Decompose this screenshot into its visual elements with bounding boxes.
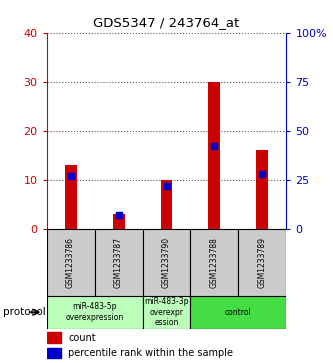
Point bbox=[164, 183, 169, 188]
Text: GSM1233787: GSM1233787 bbox=[114, 237, 123, 288]
Point bbox=[68, 173, 73, 179]
Point bbox=[116, 212, 121, 218]
Bar bbox=[190, 229, 238, 296]
Bar bbox=[208, 82, 220, 229]
Text: percentile rank within the sample: percentile rank within the sample bbox=[68, 348, 233, 358]
Text: GSM1233786: GSM1233786 bbox=[66, 237, 75, 288]
Bar bbox=[238, 229, 286, 296]
Point bbox=[260, 171, 265, 177]
Bar bbox=[143, 296, 190, 329]
Text: GSM1233788: GSM1233788 bbox=[210, 237, 219, 288]
Bar bbox=[143, 229, 190, 296]
Text: GDS5347 / 243764_at: GDS5347 / 243764_at bbox=[93, 16, 240, 29]
Bar bbox=[256, 150, 268, 229]
Text: control: control bbox=[225, 308, 252, 317]
Bar bbox=[161, 180, 172, 229]
Text: count: count bbox=[68, 333, 96, 343]
Bar bbox=[65, 165, 77, 229]
Bar bbox=[47, 333, 61, 343]
Bar bbox=[47, 229, 95, 296]
Point bbox=[212, 143, 217, 149]
Text: miR-483-3p
overexpr
ession: miR-483-3p overexpr ession bbox=[144, 297, 189, 327]
Bar bbox=[190, 296, 286, 329]
Text: miR-483-5p
overexpression: miR-483-5p overexpression bbox=[66, 302, 124, 322]
Bar bbox=[47, 348, 61, 358]
Bar bbox=[113, 214, 125, 229]
Text: GSM1233789: GSM1233789 bbox=[258, 237, 267, 288]
Text: GSM1233790: GSM1233790 bbox=[162, 237, 171, 288]
Text: protocol: protocol bbox=[3, 307, 46, 317]
Bar bbox=[95, 229, 143, 296]
Bar bbox=[47, 296, 143, 329]
